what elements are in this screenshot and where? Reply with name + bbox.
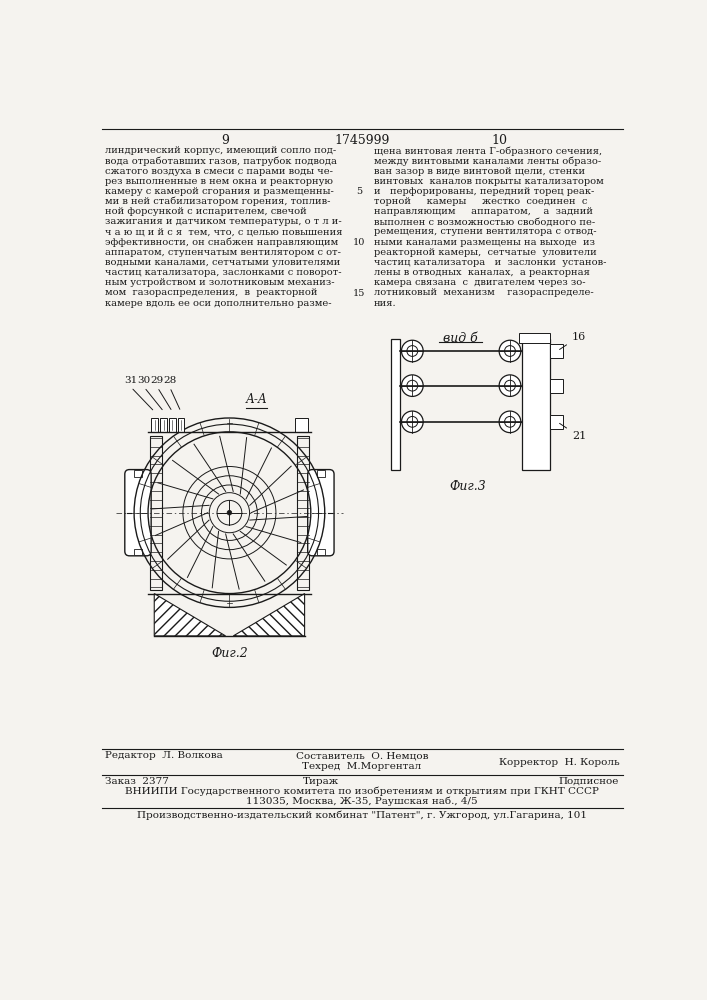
Text: эффективности, он снабжен направляющим: эффективности, он снабжен направляющим <box>105 238 339 247</box>
Text: направляющим     аппаратом,    а  задний: направляющим аппаратом, а задний <box>373 207 592 216</box>
Bar <box>518 333 549 343</box>
Text: ч а ю щ и й с я  тем, что, с целью повышения: ч а ю щ и й с я тем, что, с целью повыше… <box>105 227 343 236</box>
Text: винтовых  каналов покрыты катализатором: винтовых каналов покрыты катализатором <box>373 177 603 186</box>
Text: 28: 28 <box>163 376 176 385</box>
Text: реакторной камеры,  сетчатые  уловители: реакторной камеры, сетчатые уловители <box>373 248 596 257</box>
Polygon shape <box>233 594 305 636</box>
Text: ния.: ния. <box>373 299 396 308</box>
Bar <box>134 549 142 555</box>
Bar <box>151 418 158 432</box>
Text: между винтовыми каналами ленты образо-: между винтовыми каналами ленты образо- <box>373 156 601 166</box>
Text: вид б: вид б <box>443 332 478 345</box>
Circle shape <box>505 346 515 356</box>
Circle shape <box>402 375 423 396</box>
Text: 30: 30 <box>138 376 151 385</box>
Text: Редактор  Л. Волкова: Редактор Л. Волкова <box>105 751 223 760</box>
Text: 10: 10 <box>353 238 365 247</box>
Bar <box>549 415 563 429</box>
Text: Заказ  2377: Заказ 2377 <box>105 777 169 786</box>
Bar <box>296 418 308 432</box>
Text: аппаратом, ступенчатым вентилятором с от-: аппаратом, ступенчатым вентилятором с от… <box>105 248 341 257</box>
Circle shape <box>499 375 521 396</box>
Text: 29: 29 <box>151 376 164 385</box>
Text: выполнен с возможностью свободного пе-: выполнен с возможностью свободного пе- <box>373 217 595 226</box>
Text: 15: 15 <box>353 289 365 298</box>
Text: линдрический корпус, имеющий сопло под-: линдрический корпус, имеющий сопло под- <box>105 146 337 155</box>
Circle shape <box>499 411 521 433</box>
Bar <box>177 418 185 432</box>
Text: вода отработавших газов, патрубок подвода: вода отработавших газов, патрубок подвод… <box>105 156 337 166</box>
Text: ВНИИПИ Государственного комитета по изобретениям и открытиям при ГКНТ СССР: ВНИИПИ Государственного комитета по изоб… <box>125 787 599 796</box>
Circle shape <box>227 510 232 515</box>
Bar <box>317 549 325 555</box>
Text: камере вдоль ее оси дополнительно разме-: камере вдоль ее оси дополнительно разме- <box>105 299 332 308</box>
Text: щена винтовая лента Г-образного сечения,: щена винтовая лента Г-образного сечения, <box>373 146 602 156</box>
Circle shape <box>407 380 418 391</box>
Text: сжатого воздуха в смеси с парами воды че-: сжатого воздуха в смеси с парами воды че… <box>105 167 334 176</box>
FancyBboxPatch shape <box>125 470 151 556</box>
Bar <box>549 379 563 393</box>
Text: Техред  М.Моргентал: Техред М.Моргентал <box>303 762 421 771</box>
Text: 10: 10 <box>491 134 507 147</box>
Text: 9: 9 <box>221 134 230 147</box>
Bar <box>169 418 176 432</box>
Circle shape <box>505 380 515 391</box>
Text: водными каналами, сетчатыми уловителями: водными каналами, сетчатыми уловителями <box>105 258 341 267</box>
Text: частиц катализатора, заслонками с поворот-: частиц катализатора, заслонками с поворо… <box>105 268 342 277</box>
Circle shape <box>402 340 423 362</box>
Text: 21: 21 <box>572 431 586 441</box>
Bar <box>160 418 168 432</box>
Text: рез выполненные в нем окна и реакторную: рез выполненные в нем окна и реакторную <box>105 177 334 186</box>
Text: ной форсункой с испарителем, свечой: ной форсункой с испарителем, свечой <box>105 207 307 216</box>
Text: камеру с камерой сгорания и размещенны-: камеру с камерой сгорания и размещенны- <box>105 187 334 196</box>
Text: лены в отводных  каналах,  а реакторная: лены в отводных каналах, а реакторная <box>373 268 590 277</box>
Text: 16: 16 <box>572 332 586 342</box>
Text: ным устройством и золотниковым механиз-: ным устройством и золотниковым механиз- <box>105 278 335 287</box>
Text: Тираж: Тираж <box>303 777 339 786</box>
Text: ремещения, ступени вентилятора с отвод-: ремещения, ступени вентилятора с отвод- <box>373 227 596 236</box>
Text: 113035, Москва, Ж-35, Раушская наб., 4/5: 113035, Москва, Ж-35, Раушская наб., 4/5 <box>246 797 478 806</box>
FancyBboxPatch shape <box>308 470 334 556</box>
Text: мом  газораспределения,  в  реакторной: мом газораспределения, в реакторной <box>105 288 318 297</box>
Text: Производственно-издательский комбинат "Патент", г. Ужгород, ул.Гагарина, 101: Производственно-издательский комбинат "П… <box>137 811 587 820</box>
Polygon shape <box>154 594 226 636</box>
Text: частиц катализатора   и  заслонки  установ-: частиц катализатора и заслонки установ- <box>373 258 606 267</box>
Bar <box>522 339 549 470</box>
Text: лотниковый  механизм    газораспределе-: лотниковый механизм газораспределе- <box>373 288 593 297</box>
Text: торной     камеры     жестко  соединен  с: торной камеры жестко соединен с <box>373 197 587 206</box>
Text: Составитель  О. Немцов: Составитель О. Немцов <box>296 751 428 760</box>
Bar <box>134 470 142 477</box>
Text: Фиг.3: Фиг.3 <box>450 480 486 493</box>
Text: камера связана  с  двигателем через зо-: камера связана с двигателем через зо- <box>373 278 585 287</box>
Bar <box>317 470 325 477</box>
Text: ными каналами размещены на выходе  из: ными каналами размещены на выходе из <box>373 238 595 247</box>
Text: ми в ней стабилизатором горения, топлив-: ми в ней стабилизатором горения, топлив- <box>105 197 331 207</box>
Text: Фиг.2: Фиг.2 <box>211 647 247 660</box>
Bar <box>297 436 309 590</box>
Bar <box>150 436 162 590</box>
Circle shape <box>407 346 418 356</box>
Text: Подписное: Подписное <box>559 777 619 786</box>
Circle shape <box>402 411 423 433</box>
Text: и   перфорированы, передний торец реак-: и перфорированы, передний торец реак- <box>373 187 594 196</box>
Circle shape <box>505 416 515 427</box>
Circle shape <box>407 416 418 427</box>
Text: 5: 5 <box>356 187 362 196</box>
Text: 31: 31 <box>124 376 138 385</box>
Text: 1745999: 1745999 <box>334 134 390 147</box>
Bar <box>549 344 563 358</box>
Text: ван зазор в виде винтовой щели, стенки: ван зазор в виде винтовой щели, стенки <box>373 167 585 176</box>
Circle shape <box>499 340 521 362</box>
Text: А-А: А-А <box>245 393 267 406</box>
Text: зажигания и датчиком температуры, о т л и-: зажигания и датчиком температуры, о т л … <box>105 217 342 226</box>
Text: Корректор  Н. Король: Корректор Н. Король <box>498 758 619 767</box>
Bar <box>391 339 400 470</box>
